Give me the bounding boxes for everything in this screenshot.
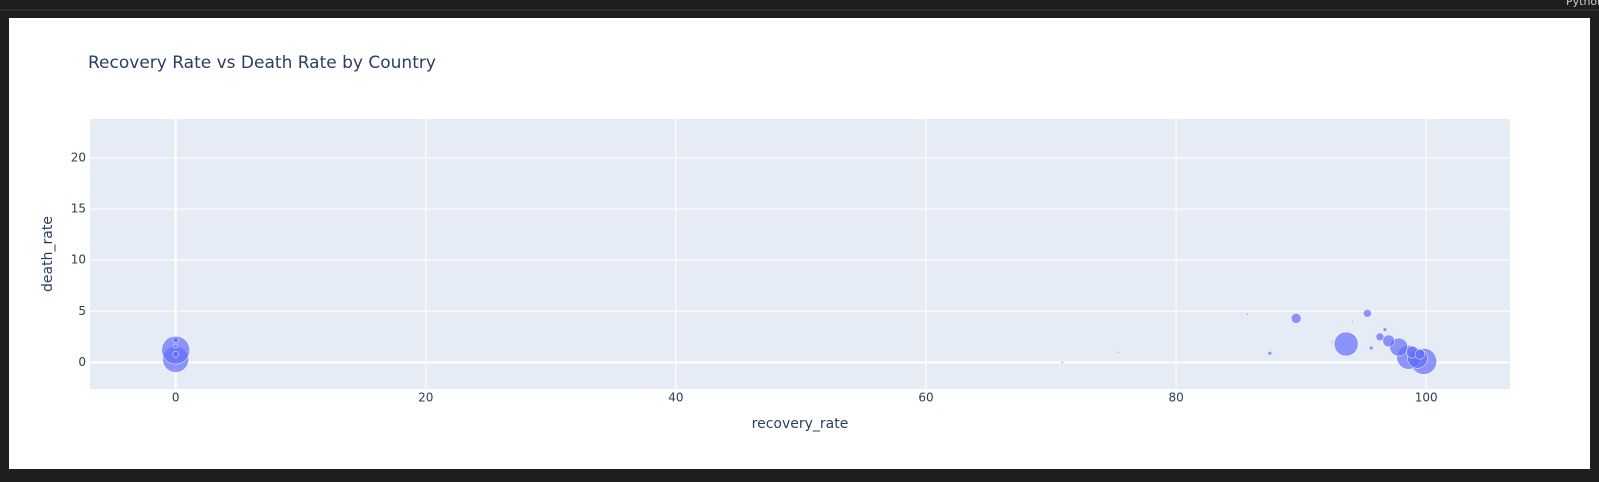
y-tick-label: 10 <box>71 253 86 267</box>
plot-area <box>90 119 1510 389</box>
marks <box>161 309 1437 375</box>
x-tick-label: 40 <box>668 391 683 405</box>
y-axis-label: death_rate <box>40 216 56 292</box>
bubble <box>1117 350 1120 354</box>
bubble <box>1061 361 1064 364</box>
y-tick-label: 15 <box>71 202 86 216</box>
bubble <box>172 336 179 344</box>
y-tick-label: 20 <box>71 150 86 164</box>
x-axis-label: recovery_rate <box>752 416 849 432</box>
x-tick-label: 20 <box>418 391 433 405</box>
bubble <box>1363 309 1372 318</box>
x-tick-label: 100 <box>1415 391 1438 405</box>
x-tick-label: 80 <box>1168 391 1183 405</box>
x-tick-label: 0 <box>172 391 180 405</box>
bubble <box>1267 350 1273 356</box>
bubble <box>1016 336 1019 338</box>
bubble <box>1368 345 1374 351</box>
grid <box>90 119 1510 389</box>
bubble <box>1351 320 1354 323</box>
bubble <box>161 335 190 365</box>
bubble <box>1382 334 1395 348</box>
y-tick-label: 0 <box>78 355 86 369</box>
bubble <box>1333 331 1359 357</box>
chart-title: Recovery Rate vs Death Rate by Country <box>88 53 436 73</box>
bubble <box>172 350 179 358</box>
bubble <box>1331 340 1334 344</box>
bubble <box>1382 327 1388 332</box>
bubble <box>1414 348 1426 360</box>
bubble <box>1375 332 1385 342</box>
bubble <box>173 343 178 349</box>
y-tick-label: 5 <box>78 304 86 318</box>
bubble <box>1246 313 1249 316</box>
kernel-label: Python <box>1566 0 1599 8</box>
bubble <box>1290 313 1302 324</box>
x-tick-label: 60 <box>918 391 933 405</box>
